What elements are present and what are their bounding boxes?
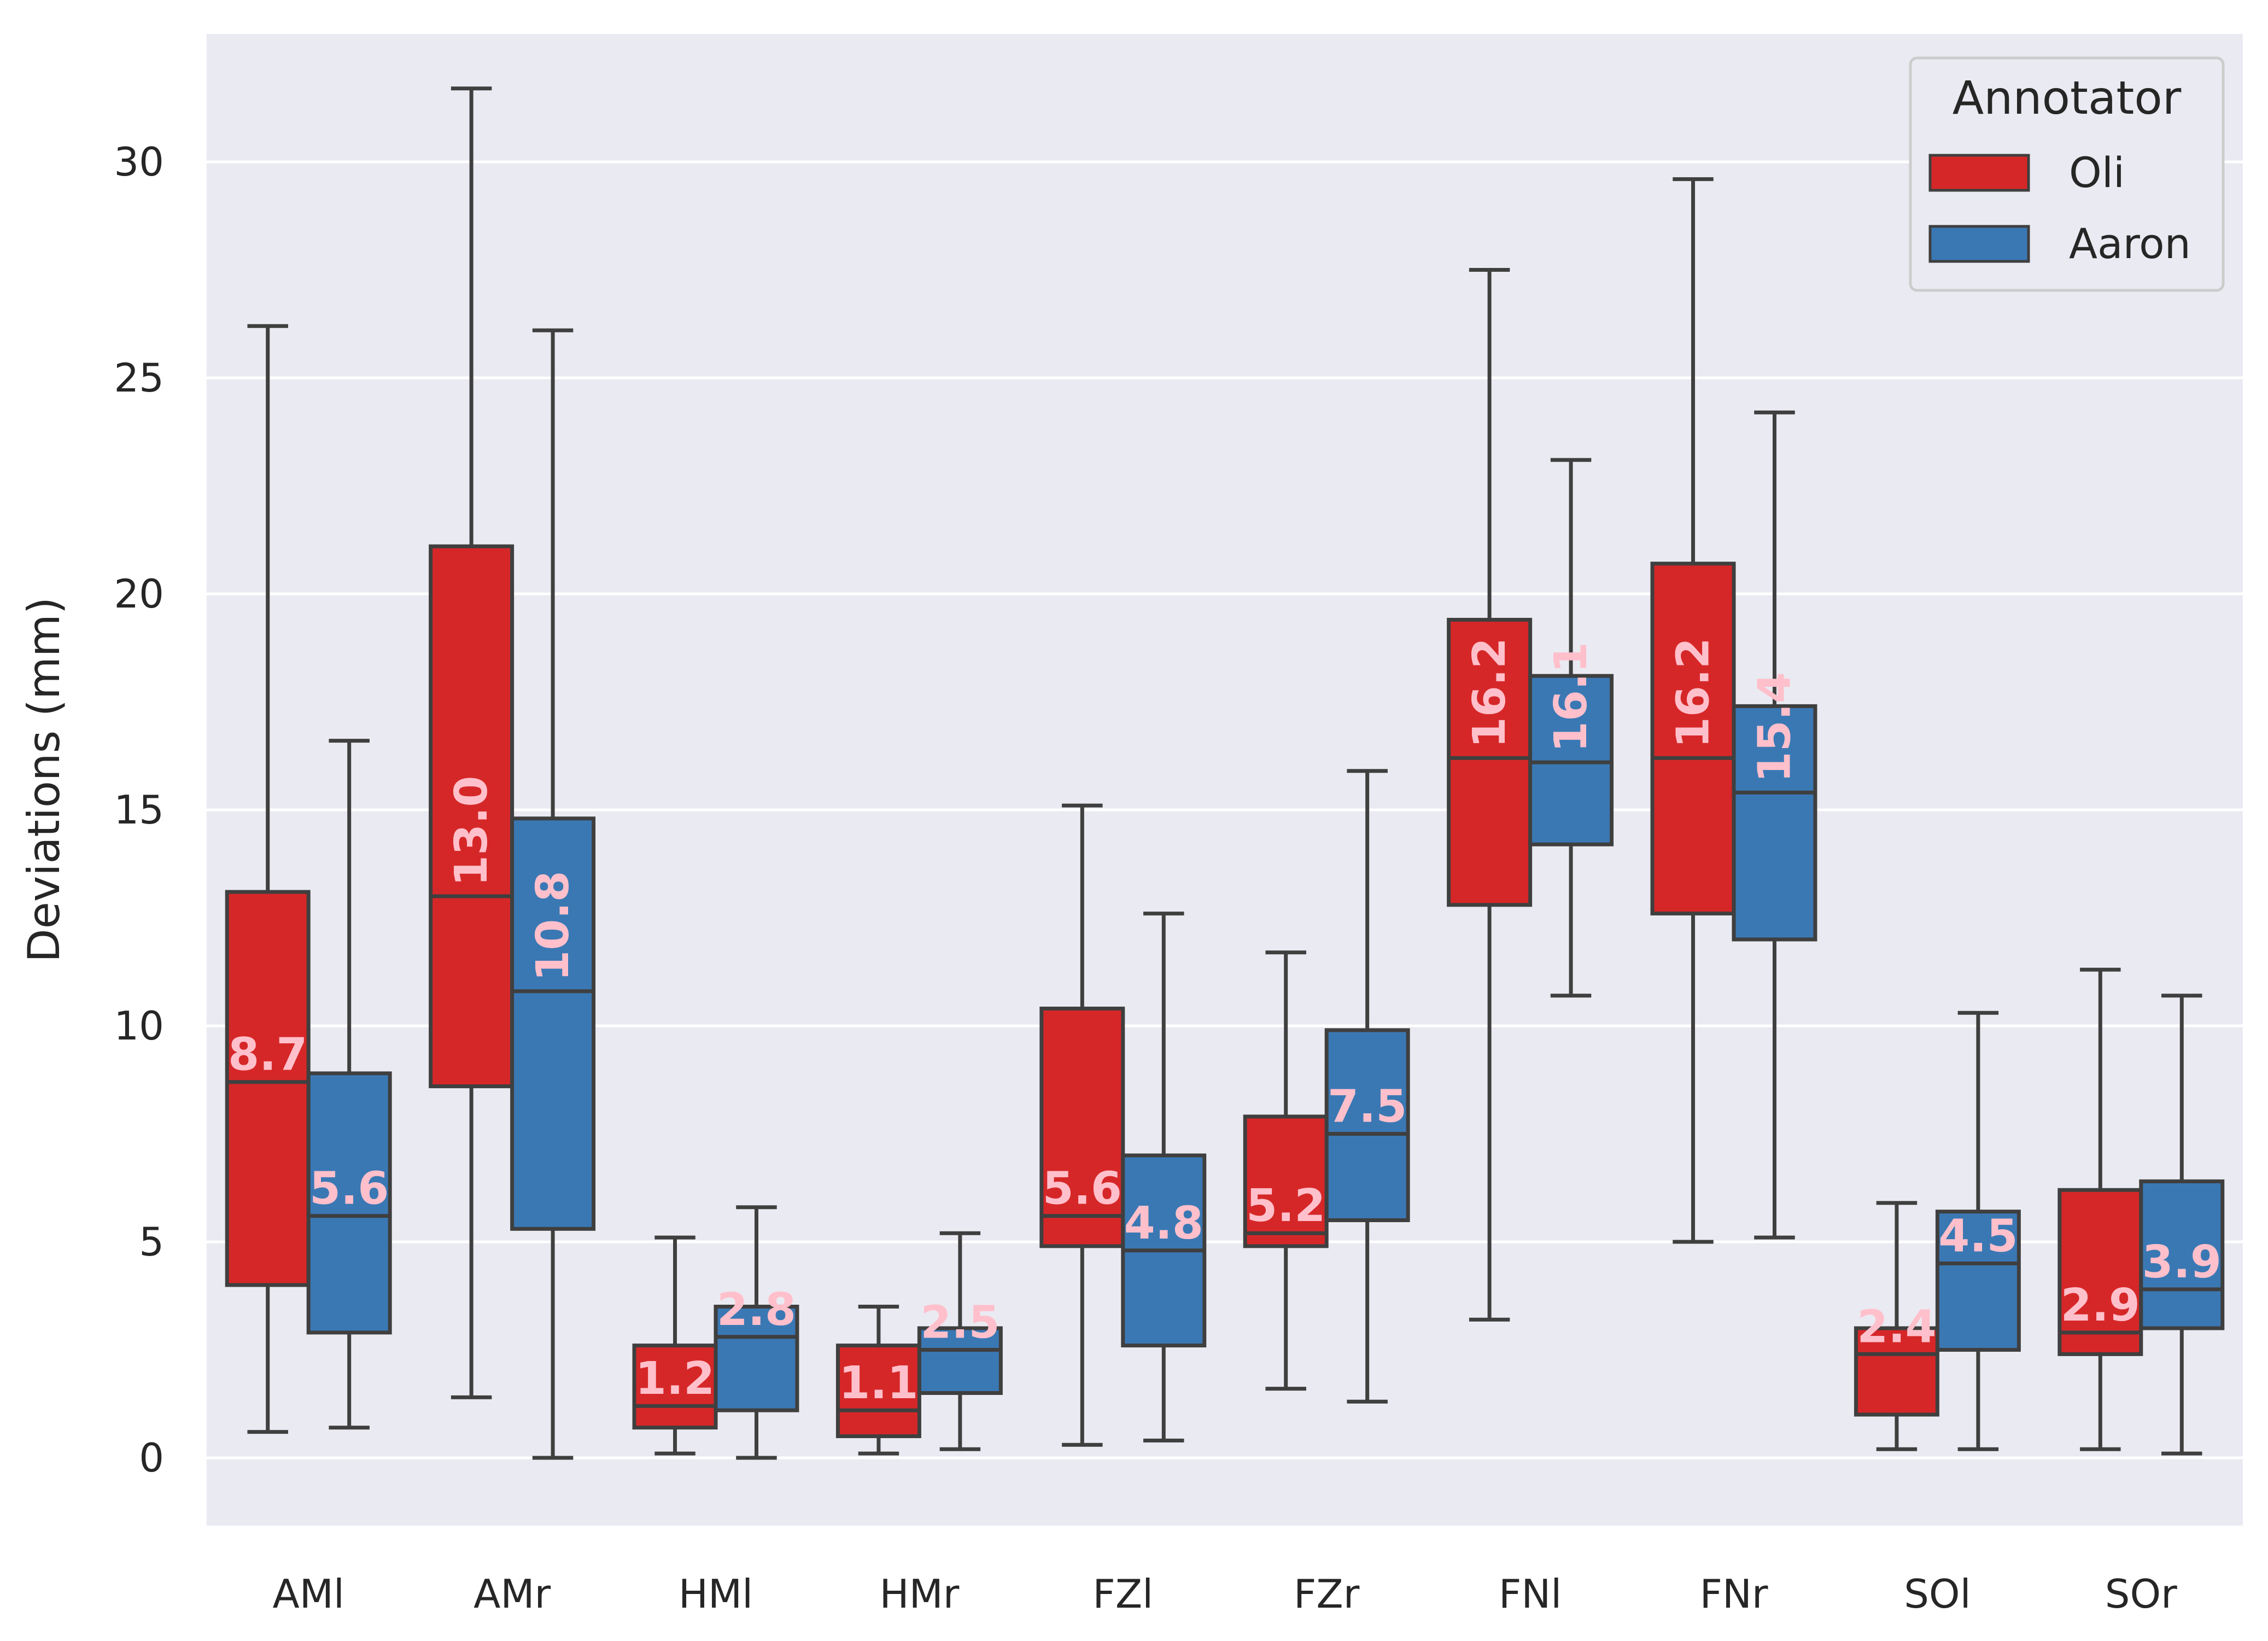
legend: Annotator Oli Aaron: [1909, 56, 2225, 292]
y-axis-title: Deviations (mm): [19, 597, 69, 962]
x-tick-label-fnr: FNr: [1700, 1571, 1768, 1617]
box-aaron-fzl: [1121, 912, 1207, 1443]
box-body: [1650, 562, 1736, 916]
box-aaron-hml: [714, 1205, 799, 1460]
box-body: [1447, 617, 1533, 907]
box-aaron-sol: [1935, 1011, 2021, 1451]
box-body: [1732, 704, 1817, 942]
median-label-aaron-hml: 2.8: [717, 1284, 796, 1336]
x-tick-label-fzl: FZl: [1092, 1571, 1153, 1617]
y-axis-tick-labels: 0 5 10 15 20 25 30: [114, 139, 164, 1481]
box-oli-hml: [632, 1235, 718, 1456]
x-tick-label-fzr: FZr: [1294, 1571, 1360, 1617]
median-label-oli-aml: 8.7: [228, 1029, 307, 1081]
box-aaron-aml: [306, 739, 392, 1430]
box-series: [225, 86, 2225, 1460]
x-tick-label-sor: SOr: [2105, 1571, 2177, 1617]
median-label-oli-fzl: 5.6: [1043, 1163, 1122, 1215]
box-body: [2139, 1179, 2225, 1330]
box-body: [714, 1305, 799, 1412]
legend-label-oli: Oli: [2069, 148, 2125, 197]
legend-label-aaron: Aaron: [2069, 219, 2191, 268]
median-label-oli-fnr: 16.2: [1668, 638, 1720, 748]
box-body: [2057, 1188, 2143, 1356]
median-label-aaron-sol: 4.5: [1938, 1211, 2018, 1263]
box-aaron-fnl: [1528, 458, 1614, 998]
box-oli-sor: [2057, 967, 2143, 1451]
box-body: [1854, 1326, 1939, 1417]
box-body: [306, 1071, 392, 1335]
box-body: [510, 816, 596, 1231]
x-tick-label-sol: SOl: [1904, 1571, 1971, 1617]
plot-background: [207, 34, 2243, 1526]
median-label-aaron-aml: 5.6: [309, 1163, 389, 1215]
median-label-aaron-hmr: 2.5: [920, 1297, 999, 1349]
legend-swatch-oli: [1928, 154, 2030, 192]
box-body: [1528, 674, 1614, 846]
y-tick-label-10: 10: [114, 1003, 164, 1049]
median-label-oli-sor: 2.9: [2061, 1280, 2140, 1332]
median-label-aaron-fzl: 4.8: [1124, 1198, 1203, 1249]
box-body: [835, 1344, 921, 1439]
box-oli-hmr: [835, 1305, 921, 1456]
x-tick-label-aml: AMl: [273, 1571, 344, 1617]
box-aaron-hmr: [917, 1231, 1003, 1451]
median-label-oli-sol: 2.4: [1857, 1301, 1936, 1353]
median-label-oli-hml: 1.2: [635, 1353, 715, 1405]
median-label-oli-hmr: 1.1: [839, 1357, 918, 1409]
box-oli-fzl: [1039, 803, 1125, 1447]
median-label-aaron-amr: 10.8: [527, 871, 579, 981]
y-tick-label-20: 20: [114, 571, 164, 617]
median-label-aaron-sor: 3.9: [2142, 1236, 2222, 1288]
y-tick-label-0: 0: [139, 1435, 164, 1481]
median-label-oli-fzr: 5.2: [1246, 1180, 1325, 1232]
y-tick-label-30: 30: [114, 139, 164, 185]
box-oli-amr: [429, 86, 515, 1399]
x-tick-label-fnl: FNl: [1499, 1571, 1562, 1617]
box-oli-sol: [1854, 1201, 1939, 1451]
box-aaron-sor: [2139, 994, 2225, 1456]
median-label-oli-amr: 13.0: [446, 776, 498, 886]
median-label-aaron-fnr: 15.4: [1749, 672, 1801, 782]
x-axis-tick-labels: AMl AMr HMl HMr FZl FZr FNl FNr SOl SOr: [273, 1571, 2178, 1617]
x-tick-label-hml: HMl: [679, 1571, 753, 1617]
y-tick-label-15: 15: [114, 787, 164, 833]
median-labels: 8.7 13.0 1.2 1.1 5.6 5.2 16.2 16.2 2.4 2.9 5.6 10.8…: [228, 638, 2222, 1409]
y-tick-label-25: 25: [114, 355, 164, 401]
box-body: [429, 544, 515, 1089]
box-oli-fnl: [1447, 268, 1533, 1322]
box-oli-fnr: [1650, 177, 1736, 1244]
x-tick-label-amr: AMr: [474, 1571, 551, 1617]
box-body: [917, 1326, 1003, 1395]
box-body: [632, 1344, 718, 1430]
box-body: [1039, 1006, 1125, 1248]
median-label-aaron-fzr: 7.5: [1328, 1081, 1407, 1133]
box-aaron-fzr: [1324, 769, 1410, 1404]
x-tick-label-hmr: HMr: [879, 1571, 959, 1617]
legend-swatch-aaron: [1928, 225, 2030, 263]
legend-title: Annotator: [1953, 71, 2182, 125]
median-label-aaron-fnl: 16.1: [1545, 642, 1597, 752]
box-body: [1324, 1028, 1410, 1223]
box-body: [1935, 1210, 2021, 1352]
y-tick-label-5: 5: [139, 1219, 164, 1265]
median-label-oli-fnl: 16.2: [1464, 638, 1516, 748]
box-aaron-amr: [510, 328, 596, 1460]
box-aaron-fnr: [1732, 410, 1817, 1240]
box-body: [225, 890, 311, 1287]
